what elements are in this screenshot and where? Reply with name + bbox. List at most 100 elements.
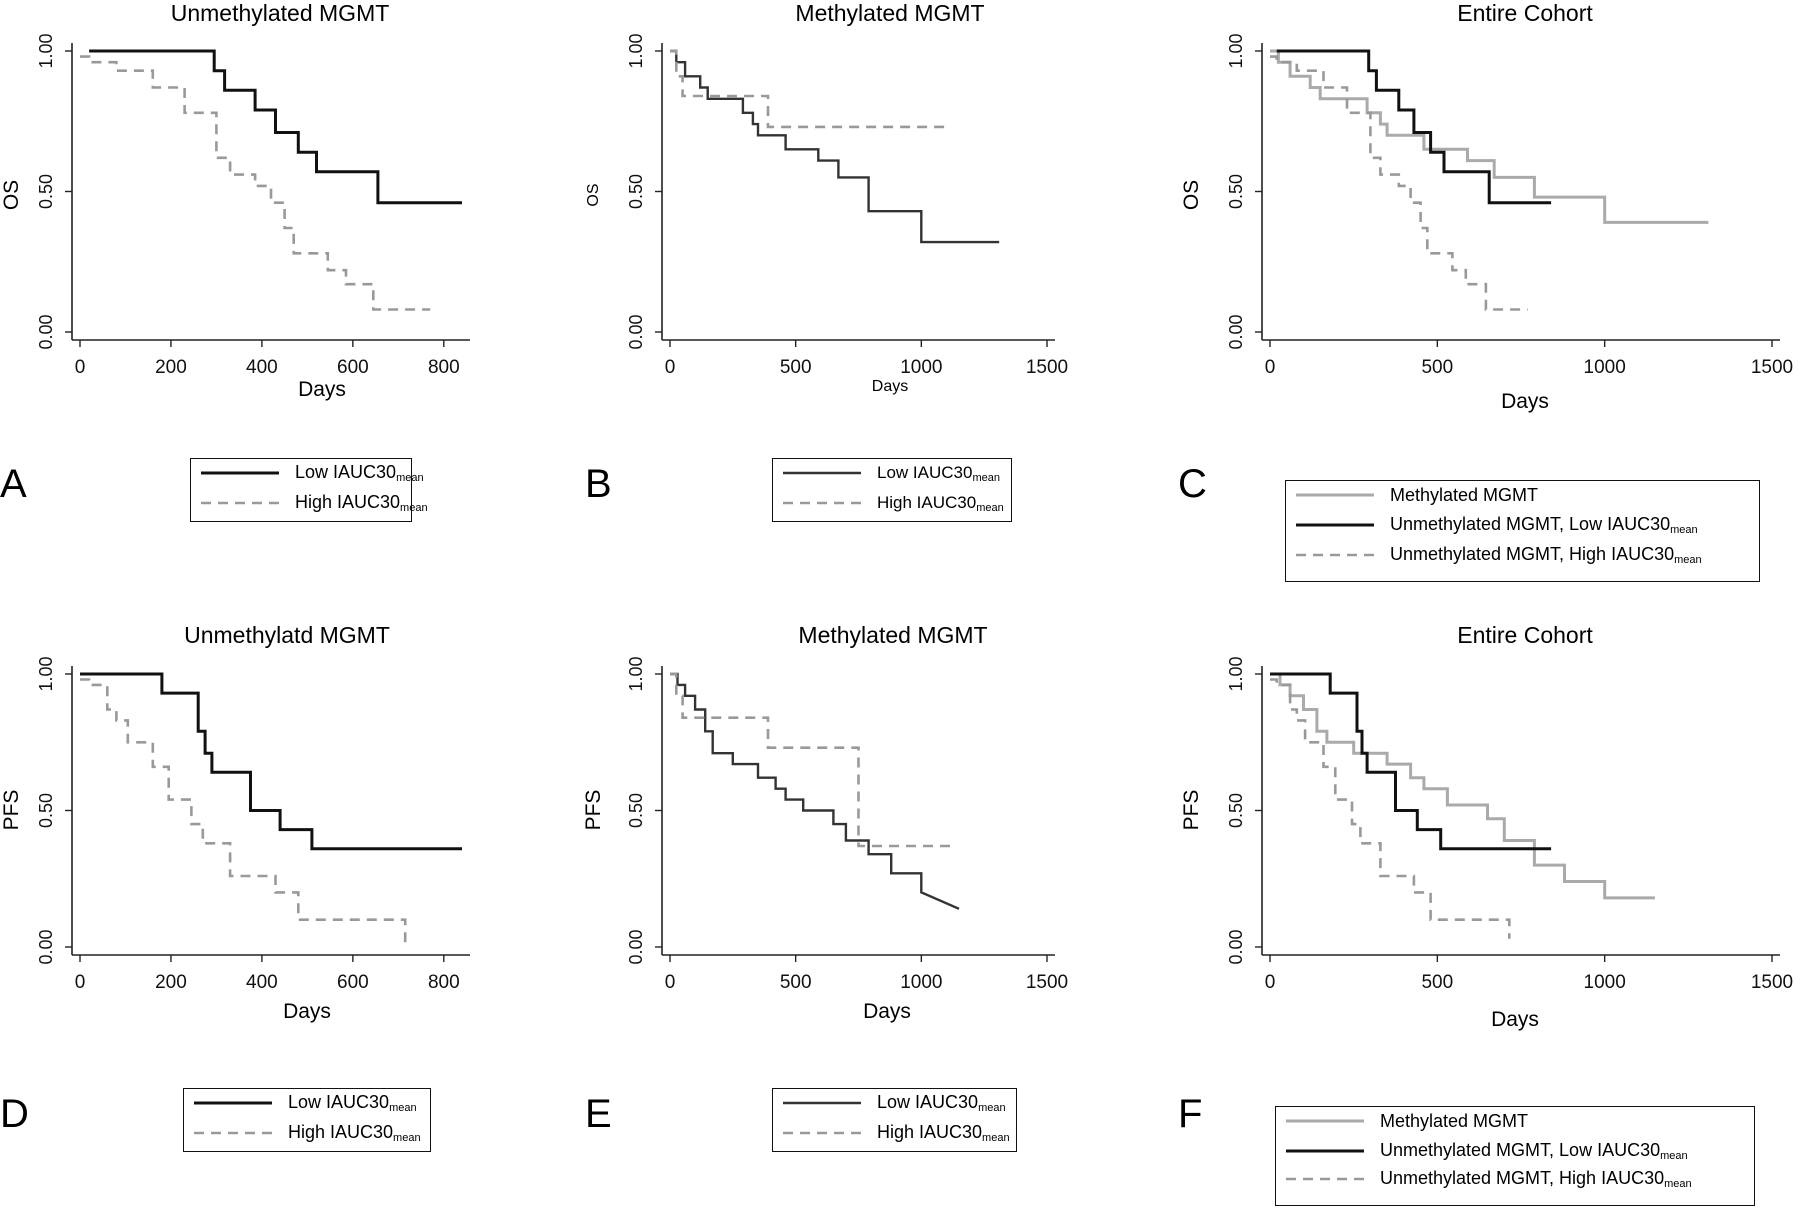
y-tick-label: 0.50	[36, 793, 56, 828]
y-tick-label: 1.00	[1226, 33, 1246, 68]
legend-label-subscript: mean	[1664, 1178, 1692, 1190]
survival-curve-1	[1270, 672, 1655, 900]
legend-label: High IAUC30mean	[877, 493, 1004, 514]
legend-label-subscript: mean	[982, 1132, 1010, 1144]
y-tick-label: 0.00	[626, 929, 646, 964]
survival-curve-3	[1270, 678, 1511, 939]
y-tick-label: 1.00	[36, 33, 56, 68]
legend-label: High IAUC30mean	[288, 1122, 421, 1144]
y-axis-label: OS	[0, 179, 23, 211]
legend-label-subscript: mean	[1674, 554, 1702, 566]
survival-curve-1	[670, 49, 1000, 244]
legend-swatch	[194, 1131, 272, 1135]
legend-swatch	[1296, 493, 1374, 497]
legend-item: Low IAUC30mean	[783, 1088, 1006, 1118]
y-tick-label: 0.00	[36, 929, 56, 964]
legend-item: Methylated MGMT	[1296, 480, 1538, 510]
legend-swatch	[783, 1131, 861, 1135]
x-tick-label: 500	[780, 972, 812, 993]
y-axis-label: PFS	[582, 789, 605, 831]
panel-title: Unmethylatd MGMT	[184, 622, 390, 648]
x-tick-label: 200	[155, 972, 187, 993]
legend-item: Unmethylated MGMT, High IAUC30mean	[1286, 1164, 1692, 1194]
y-axis-label: OS	[1180, 179, 1203, 211]
legend-label: Unmethylated MGMT, Low IAUC30mean	[1380, 1140, 1688, 1162]
survival-curve-2	[80, 678, 407, 947]
x-tick-label: 500	[1421, 972, 1453, 993]
legend-label-text: Unmethylated MGMT, Low IAUC30	[1380, 1140, 1661, 1160]
legend-label: Low IAUC30mean	[295, 462, 424, 484]
legend-item: High IAUC30mean	[194, 1118, 421, 1148]
legend-label-text: Unmethylated MGMT, High IAUC30	[1390, 544, 1675, 564]
legend-label: Low IAUC30mean	[877, 463, 1000, 484]
panel-letter: E	[585, 1092, 612, 1136]
legend-item: High IAUC30mean	[783, 1118, 1010, 1148]
legend-label: Methylated MGMT	[1380, 1111, 1528, 1132]
legend-item: Low IAUC30mean	[201, 458, 424, 488]
legend-label: Unmethylated MGMT, Low IAUC30mean	[1390, 514, 1698, 536]
x-tick-label: 1000	[900, 357, 942, 378]
y-tick-label: 0.50	[626, 174, 646, 209]
chart-panel-c: 0 500 1000 1500 0.00 0.50 1.00	[1226, 33, 1793, 378]
legend-label-text: High IAUC30	[877, 492, 977, 512]
x-tick-label: 0	[75, 357, 86, 378]
legend-swatch	[1286, 1177, 1364, 1181]
legend-label-subscript: mean	[400, 502, 428, 514]
legend-label-subscript: mean	[1670, 524, 1698, 536]
legend-swatch	[783, 471, 861, 475]
survival-curve-2	[1270, 672, 1552, 851]
panel-title: Entire Cohort	[1457, 622, 1593, 648]
legend-swatch	[1286, 1149, 1364, 1153]
legend: Low IAUC30mean High IAUC30mean	[772, 1088, 1017, 1152]
legend-label-text: Low IAUC30	[877, 1092, 979, 1112]
legend-item: Low IAUC30mean	[194, 1088, 417, 1118]
x-tick-label: 0	[75, 972, 86, 993]
y-tick-label: 0.50	[1226, 793, 1246, 828]
x-tick-label: 0	[1265, 357, 1276, 378]
legend-label-text: Methylated MGMT	[1380, 1110, 1529, 1131]
panel-letter: A	[0, 462, 27, 506]
x-tick-label: 1000	[900, 972, 942, 993]
legend-item: High IAUC30mean	[783, 488, 1004, 518]
survival-curve-3	[1270, 55, 1528, 311]
chart-panel-b: 0 500 1000 1500 0.00 0.50 1.00	[626, 33, 1068, 378]
y-tick-label: 0.00	[36, 314, 56, 349]
x-axis-label: Days	[1491, 1008, 1539, 1031]
legend: Low IAUC30mean High IAUC30mean	[183, 1088, 431, 1152]
legend-label-subscript: mean	[393, 1132, 421, 1144]
y-tick-label: 1.00	[36, 656, 56, 691]
survival-curve-2	[1276, 49, 1552, 205]
x-tick-label: 0	[1265, 972, 1276, 993]
x-tick-label: 600	[337, 357, 369, 378]
legend-label-text: Unmethylated MGMT, High IAUC30	[1380, 1168, 1665, 1188]
x-tick-label: 800	[428, 357, 460, 378]
x-tick-label: 1000	[1584, 357, 1626, 378]
legend-label: Unmethylated MGMT, High IAUC30mean	[1380, 1168, 1692, 1190]
legend: Methylated MGMT Unmethylated MGMT, Low IA…	[1275, 1106, 1755, 1206]
survival-curve-2	[80, 55, 431, 311]
legend-swatch	[783, 501, 861, 505]
panel-title: Methylated MGMT	[795, 0, 985, 26]
chart-panel-a: 0 200 400 600 800 0.00 0.50 1.00	[36, 33, 470, 378]
legend-label-subscript: mean	[396, 472, 424, 484]
legend-swatch	[194, 1101, 272, 1105]
survival-curve-1	[80, 672, 462, 851]
panel-letter: B	[585, 462, 612, 506]
x-tick-label: 0	[665, 357, 676, 378]
legend-label: Low IAUC30mean	[877, 1092, 1006, 1114]
panel-letter: D	[0, 1092, 29, 1136]
x-axis-label: Days	[863, 1000, 911, 1023]
legend-label: High IAUC30mean	[295, 492, 428, 514]
legend: Low IAUC30mean High IAUC30mean	[190, 458, 428, 522]
x-tick-label: 200	[155, 357, 187, 378]
x-tick-label: 1500	[1026, 357, 1068, 378]
legend-swatch	[783, 1101, 861, 1105]
x-tick-label: 600	[337, 972, 369, 993]
x-tick-label: 1500	[1751, 357, 1793, 378]
legend-label: Low IAUC30mean	[288, 1092, 417, 1114]
legend-label-subscript: mean	[972, 471, 1000, 484]
legend-item: Unmethylated MGMT, Low IAUC30mean	[1296, 510, 1698, 540]
legend-swatch	[1286, 1119, 1364, 1123]
